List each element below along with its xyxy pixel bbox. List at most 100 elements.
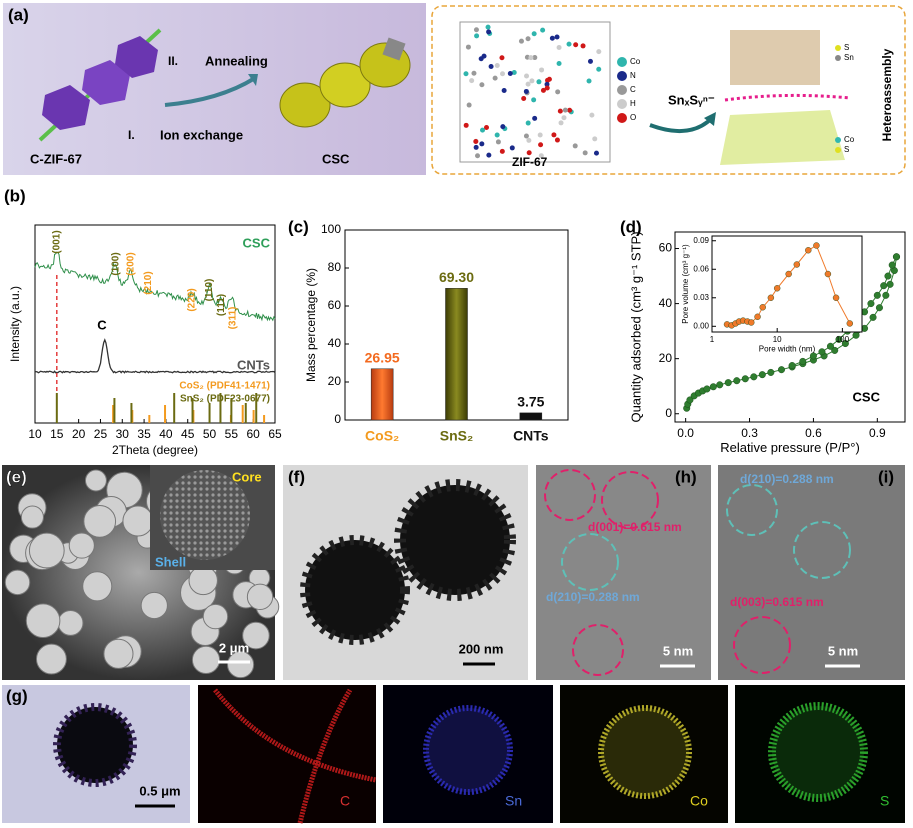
atom	[592, 136, 598, 142]
y-tick-label: 20	[659, 351, 673, 365]
value-label: 69.30	[439, 269, 474, 285]
point	[773, 285, 781, 292]
atom	[835, 147, 841, 153]
panel-label: (d)	[620, 217, 642, 236]
atom	[479, 141, 485, 147]
atom	[500, 124, 506, 130]
atom	[507, 70, 513, 76]
x-tick-label: 100	[836, 335, 850, 344]
atom-label: O	[630, 113, 636, 122]
xrd-curve	[34, 251, 276, 322]
atom	[617, 113, 627, 123]
y-tick-label: 80	[328, 260, 342, 274]
region	[726, 484, 778, 536]
particle	[103, 638, 134, 669]
point	[767, 294, 775, 301]
atom	[539, 67, 545, 73]
atom	[532, 115, 538, 121]
atom	[536, 79, 542, 85]
atom	[538, 153, 544, 159]
legend-entry: SnS₂ (PDF23-0677)	[180, 394, 270, 405]
y-tick-label: 0.06	[693, 264, 709, 273]
atom	[471, 70, 477, 76]
x-tick-label: 30	[116, 427, 130, 441]
point	[793, 261, 801, 268]
point	[892, 253, 900, 261]
d-spacing: d(210)=0.288 nm	[740, 472, 834, 486]
y-tick-label: 0	[665, 406, 672, 420]
c-signal	[213, 688, 377, 824]
point	[799, 357, 807, 365]
particle	[84, 469, 107, 492]
x-tick-label: 40	[159, 427, 173, 441]
particle	[25, 603, 61, 639]
x-tick-label: 50	[203, 427, 217, 441]
d-spacing: d(003)=0.615 nm	[730, 595, 824, 609]
atom	[544, 81, 550, 87]
point	[818, 348, 826, 356]
atom	[488, 64, 494, 70]
atom	[531, 31, 537, 37]
map-label: Sn	[505, 793, 522, 809]
atom	[586, 78, 592, 84]
atom	[495, 139, 501, 145]
atom-label: S	[844, 145, 849, 154]
atom	[523, 88, 529, 94]
point	[750, 373, 758, 381]
atom	[509, 145, 515, 151]
atom	[587, 58, 593, 64]
point	[758, 371, 766, 379]
region	[561, 533, 619, 591]
panel-label: (i)	[878, 467, 894, 486]
legend-entry: CoS₂ (PDF41-1471)	[179, 381, 270, 392]
particle	[20, 505, 44, 529]
region	[544, 469, 596, 521]
peak-label: (220)	[187, 288, 198, 311]
point	[888, 261, 896, 269]
y-axis-label: Mass percentage (%)	[304, 268, 318, 382]
panel-label: (c)	[288, 217, 309, 236]
s-signal	[768, 702, 868, 802]
atom	[617, 57, 627, 67]
point	[824, 270, 832, 278]
arrow-head	[248, 74, 258, 86]
annotation: Shell	[155, 554, 186, 569]
atom	[557, 108, 563, 114]
atom	[463, 71, 469, 77]
d-spacing: d(210)=0.288 nm	[546, 590, 640, 604]
step-text: Ion exchange	[160, 127, 243, 142]
y-axis-label: Pore volume (cm³ g⁻¹)	[681, 244, 690, 324]
particle	[4, 569, 31, 596]
atom	[528, 55, 534, 61]
atom	[554, 137, 560, 143]
particle	[57, 610, 84, 636]
atom	[556, 45, 562, 51]
atom	[538, 142, 544, 148]
particle	[394, 479, 516, 601]
atom	[596, 49, 602, 55]
point	[777, 366, 785, 374]
point	[831, 346, 839, 354]
atom	[499, 55, 505, 61]
atom	[481, 53, 487, 59]
atom	[526, 137, 532, 143]
x-tick-label: 20	[72, 427, 86, 441]
atom	[567, 107, 573, 113]
atom	[540, 27, 546, 33]
atom	[617, 85, 627, 95]
value-label: 26.95	[365, 349, 400, 365]
y-tick-label: 60	[659, 241, 673, 255]
particle	[202, 603, 229, 630]
co-signal	[598, 705, 692, 799]
caption: ZIF-67	[512, 155, 548, 169]
point	[716, 381, 724, 389]
point	[767, 368, 775, 376]
point	[805, 247, 812, 254]
hrtem-image	[536, 465, 711, 680]
atom	[546, 76, 552, 82]
atom	[835, 55, 841, 61]
scale-label: 5 nm	[663, 643, 693, 658]
atom	[558, 120, 564, 126]
atom	[554, 34, 560, 40]
atom	[551, 132, 557, 138]
